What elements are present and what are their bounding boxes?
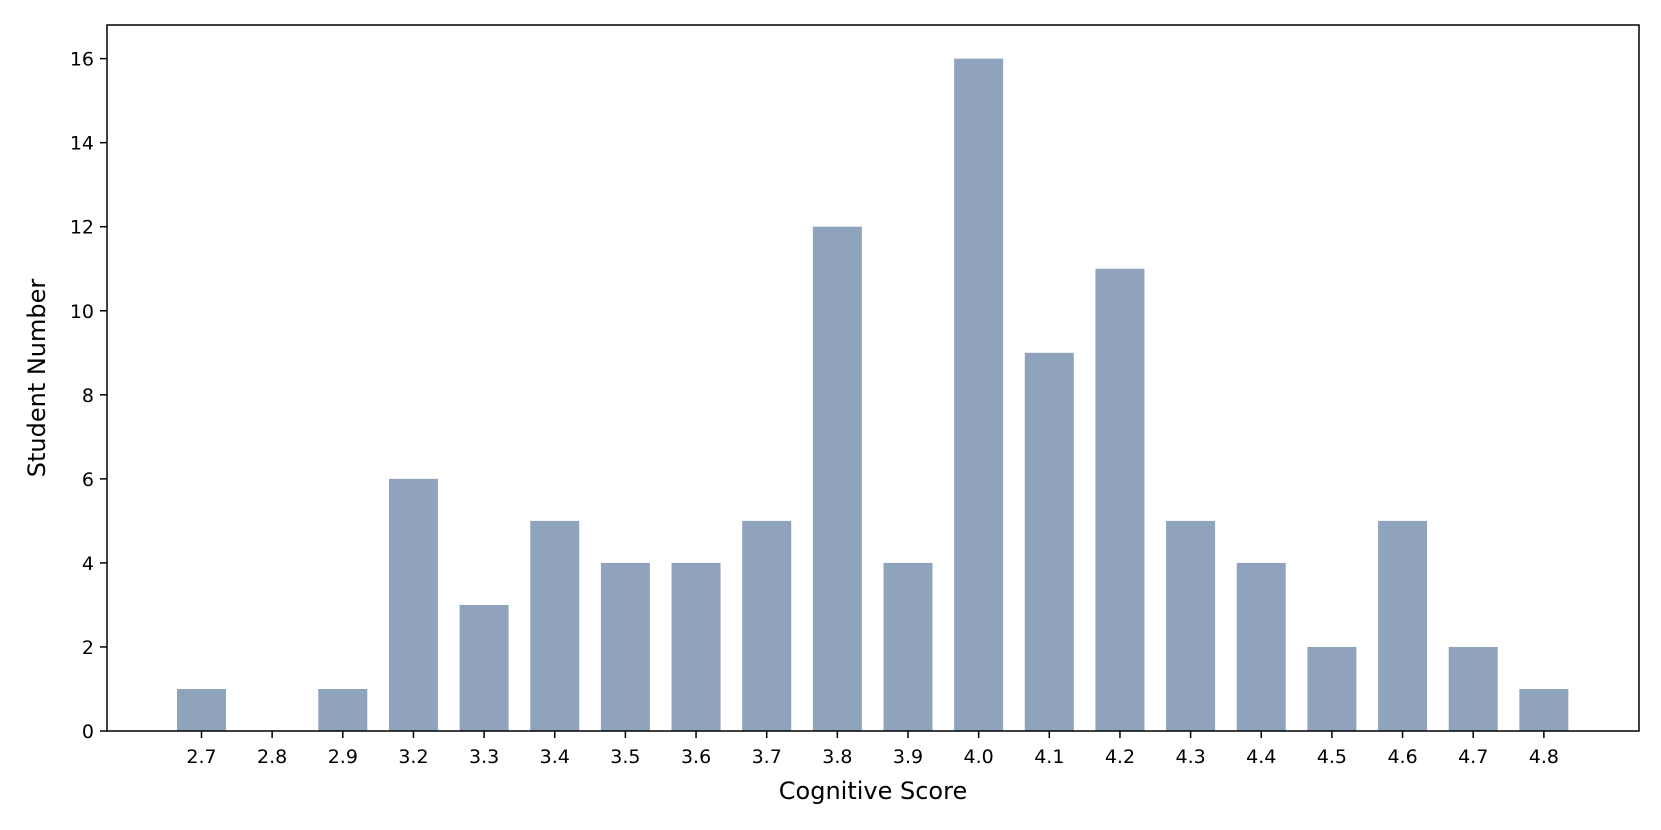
y-tick-label: 16 — [70, 49, 94, 71]
bar-4.0 — [954, 58, 1004, 732]
x-tick-label: 3.6 — [681, 746, 711, 768]
x-tick-label: 4.6 — [1387, 746, 1417, 768]
plot-frame — [106, 24, 1640, 732]
x-axis: 2.7 2.8 2.9 3.2 3.3 3.4 3.5 3.6 3.7 3.8 3.9 4.0 4.1 4… — [186, 731, 1559, 768]
y-tick-label: 10 — [70, 301, 94, 323]
bar-2.7 — [177, 688, 226, 731]
bar-3.9 — [883, 562, 933, 731]
x-tick-label: 2.7 — [186, 746, 216, 768]
x-tick-label: 2.9 — [328, 746, 358, 768]
x-tick-label: 3.8 — [822, 746, 852, 768]
y-tick-label: 0 — [82, 721, 94, 743]
y-tick-label: 6 — [82, 469, 94, 491]
bar-4.2 — [1095, 268, 1145, 731]
bar-4.8 — [1519, 688, 1569, 731]
x-tick-label: 3.7 — [752, 746, 782, 768]
bar-3.5 — [600, 562, 650, 731]
bar-3.3 — [459, 604, 509, 731]
bar-4.7 — [1448, 646, 1498, 731]
x-tick-label: 4.8 — [1529, 746, 1559, 768]
bar-4.4 — [1236, 562, 1286, 731]
x-tick-label: 4.5 — [1317, 746, 1347, 768]
x-tick-label: 3.4 — [540, 746, 570, 768]
y-tick-label: 4 — [82, 553, 94, 575]
x-tick-label: 3.2 — [398, 746, 428, 768]
bars-group — [177, 58, 1569, 732]
x-tick-label: 3.5 — [610, 746, 640, 768]
x-tick-label: 4.3 — [1175, 746, 1205, 768]
bar-2.9 — [318, 688, 368, 731]
x-tick-label: 3.3 — [469, 746, 499, 768]
x-tick-label: 4.7 — [1458, 746, 1488, 768]
bar-3.6 — [671, 562, 721, 731]
x-tick-label: 4.0 — [964, 746, 994, 768]
y-axis-label: Student Number — [23, 279, 51, 478]
x-tick-label: 4.4 — [1246, 746, 1276, 768]
bar-4.6 — [1378, 520, 1428, 731]
y-tick-label: 14 — [70, 133, 94, 155]
x-tick-label: 2.8 — [257, 746, 287, 768]
bar-4.1 — [1024, 352, 1074, 731]
y-tick-label: 12 — [70, 217, 94, 239]
bar-3.7 — [742, 520, 792, 731]
x-axis-label: Cognitive Score — [779, 777, 967, 805]
x-tick-label: 4.1 — [1034, 746, 1064, 768]
y-tick-label: 2 — [82, 637, 94, 659]
bar-4.3 — [1166, 520, 1216, 731]
bar-3.2 — [388, 478, 438, 731]
bar-3.4 — [530, 520, 580, 731]
y-axis: 0 2 4 6 8 10 12 14 16 — [70, 49, 107, 743]
y-tick-label: 8 — [82, 385, 94, 407]
bar-3.8 — [812, 226, 862, 731]
x-tick-label: 3.9 — [893, 746, 923, 768]
bar-4.5 — [1307, 646, 1357, 731]
x-tick-label: 4.2 — [1105, 746, 1135, 768]
